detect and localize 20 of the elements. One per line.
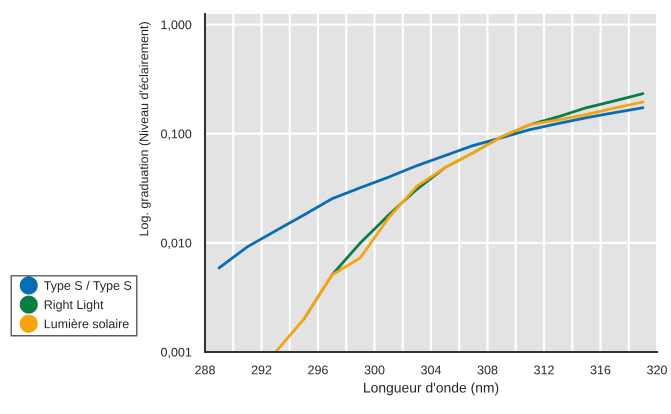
y-axis-title: Log. graduation (Niveau d'éclairement) — [138, 22, 151, 236]
x-axis-title: Longueur d'onde (nm) — [364, 382, 498, 396]
y-tick-label: 0,100 — [161, 130, 192, 140]
x-tick-label: 292 — [252, 366, 272, 374]
y-tick-label: 0,010 — [161, 238, 192, 249]
x-tick-label: 304 — [421, 366, 442, 374]
legend-label: Lumière solaire — [44, 318, 129, 328]
line-series — [274, 100, 644, 352]
x-tick-label: 316 — [590, 366, 610, 374]
line-series — [218, 106, 644, 270]
y-tick-label: 0,001 — [161, 348, 192, 358]
x-tick-label: 320 — [647, 366, 667, 374]
x-tick-label: 296 — [308, 366, 328, 374]
y-tick-label: 1,000 — [161, 20, 192, 31]
legend-label: Type S / Type S — [44, 280, 132, 292]
legend-label: Right Light — [44, 300, 104, 312]
x-tick-label: 308 — [478, 366, 498, 374]
x-tick-label: 300 — [364, 366, 384, 374]
x-tick-label: 288 — [195, 366, 215, 374]
x-tick-label: 312 — [534, 366, 554, 374]
